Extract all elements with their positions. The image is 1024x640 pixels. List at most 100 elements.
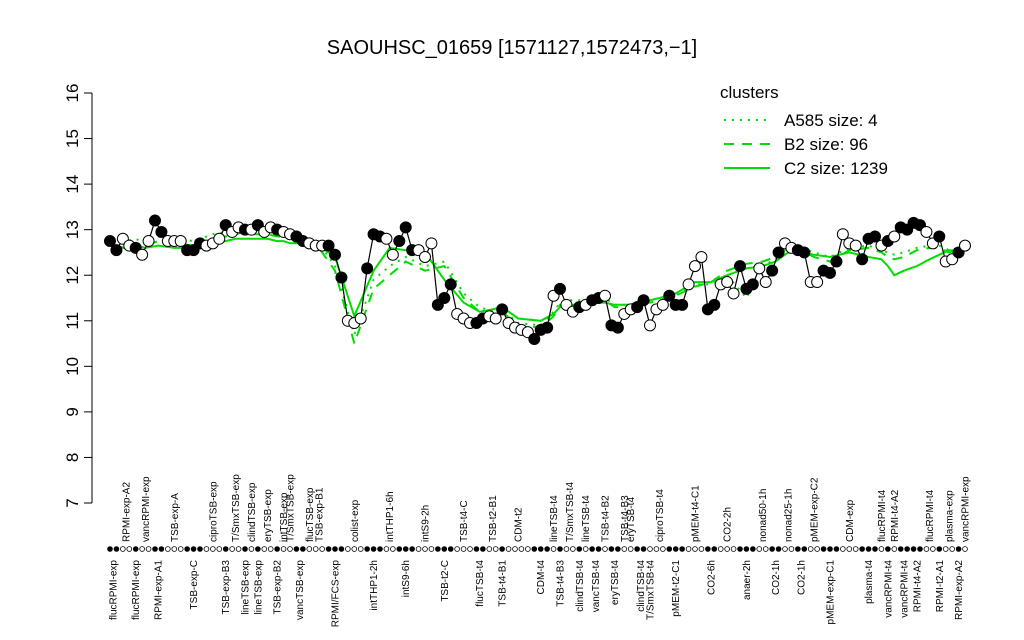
- sample-dot: [396, 546, 403, 552]
- group-label: flucRPMI-t4: [877, 489, 888, 542]
- point: [386, 248, 399, 261]
- point: [136, 248, 149, 261]
- point: [689, 260, 701, 273]
- legend-label: B2 size: 96: [784, 135, 868, 154]
- sample-dot: [685, 546, 692, 552]
- sample-dot: [370, 546, 377, 552]
- group-label: TSB-exp-B3: [221, 560, 232, 615]
- y-tick-label: 16: [63, 84, 82, 103]
- point: [393, 235, 406, 248]
- sample-dot: [711, 546, 718, 552]
- point: [766, 264, 779, 277]
- sample-dot: [827, 546, 833, 552]
- legend: clusters A585 size: 4 B2 size: 96 C2 size: …: [720, 83, 888, 178]
- group-label: pMEM-t4-C1: [691, 485, 702, 542]
- sample-dot: [627, 546, 634, 552]
- group-label: RPMI/FCS-exp: [331, 560, 342, 628]
- sample-dot: [801, 546, 808, 552]
- group-label: plasma-exp: [944, 490, 955, 542]
- sample-dot: [910, 546, 917, 552]
- point: [734, 260, 746, 273]
- sample-dot: [936, 546, 943, 552]
- point: [772, 246, 785, 259]
- group-label: TSB-t4-B1: [498, 560, 509, 607]
- group-label: vancRPMI-t4: [899, 560, 910, 618]
- sample-dot: [338, 546, 345, 552]
- sample-dot: [647, 546, 653, 552]
- sample-dot: [782, 546, 788, 552]
- sample-dot: [216, 546, 223, 552]
- point: [155, 225, 168, 238]
- sample-dot: [300, 546, 306, 552]
- group-label: flucRPMI-exp: [109, 560, 120, 620]
- point: [727, 287, 740, 300]
- sample-dot: [557, 546, 563, 552]
- points: [104, 214, 971, 345]
- group-label: RPMI-exp-A1: [154, 560, 165, 620]
- point: [354, 312, 367, 325]
- point: [489, 312, 502, 325]
- sample-dot: [171, 546, 178, 552]
- group-label: flucRPMI-t4: [925, 489, 936, 542]
- group-label: intS9-2h: [421, 505, 432, 542]
- point: [753, 262, 766, 275]
- group-label: lineTSB-t4: [549, 495, 560, 542]
- sample-dot: [897, 546, 904, 552]
- legend-label: C2 size: 1239: [784, 159, 888, 178]
- sample-dot: [666, 546, 673, 552]
- legend-title: clusters: [720, 83, 779, 102]
- group-label: T/SmxTSB-t4: [646, 560, 657, 620]
- sample-dot: [769, 546, 775, 552]
- y-tick-label: 8: [63, 453, 82, 462]
- group-label: TSB-exp-C: [189, 560, 200, 609]
- sample-dot: [184, 546, 190, 552]
- point: [599, 289, 611, 302]
- group-label: TSB-t2-C: [440, 560, 451, 602]
- group-label: anaer-2h: [742, 560, 753, 600]
- sample-dot: [377, 546, 383, 552]
- sample-dot: [139, 546, 145, 552]
- sample-dot: [306, 546, 313, 552]
- y-tick-label: 7: [63, 498, 82, 507]
- point: [856, 253, 869, 266]
- sample-dot: [672, 546, 679, 552]
- point: [329, 248, 341, 261]
- sample-dot: [576, 546, 583, 552]
- sample-dot: [531, 546, 538, 552]
- sample-dot: [235, 546, 242, 552]
- sample-dot: [486, 546, 493, 552]
- point: [811, 276, 824, 289]
- group-label: pMEM-exp-C1: [826, 560, 837, 625]
- point: [644, 319, 656, 332]
- sample-dot: [345, 546, 351, 552]
- group-label: intTHP1-2h: [369, 560, 380, 611]
- sample-dot: [730, 546, 737, 552]
- sample-dot: [325, 546, 332, 552]
- group-label: CO2-1h: [771, 560, 782, 595]
- group-label: flucTSB-t4: [475, 560, 486, 607]
- sample-dot: [152, 546, 158, 552]
- sample-dot: [820, 546, 827, 552]
- sample-dot: [570, 546, 576, 552]
- group-label: eryTSB-t4: [610, 560, 621, 605]
- sample-dot: [640, 546, 647, 552]
- sample-dot: [505, 546, 512, 552]
- sample-dot: [942, 546, 949, 552]
- point: [142, 235, 155, 248]
- group-label: lineTSB-t4: [581, 495, 592, 542]
- point: [611, 321, 624, 334]
- sample-dot: [550, 546, 557, 552]
- sample-dot: [833, 546, 840, 552]
- point: [663, 289, 676, 302]
- sample-dot: [364, 546, 370, 552]
- sample-dot: [229, 546, 235, 552]
- point: [695, 251, 708, 263]
- y-tick-label: 9: [63, 407, 82, 416]
- sample-dot: [608, 546, 615, 552]
- sample-dot: [255, 546, 261, 552]
- sample-dot: [422, 546, 428, 552]
- sample-dot: [859, 546, 865, 552]
- sample-dot: [724, 546, 730, 552]
- sample-dot: [287, 546, 293, 552]
- point: [920, 225, 933, 238]
